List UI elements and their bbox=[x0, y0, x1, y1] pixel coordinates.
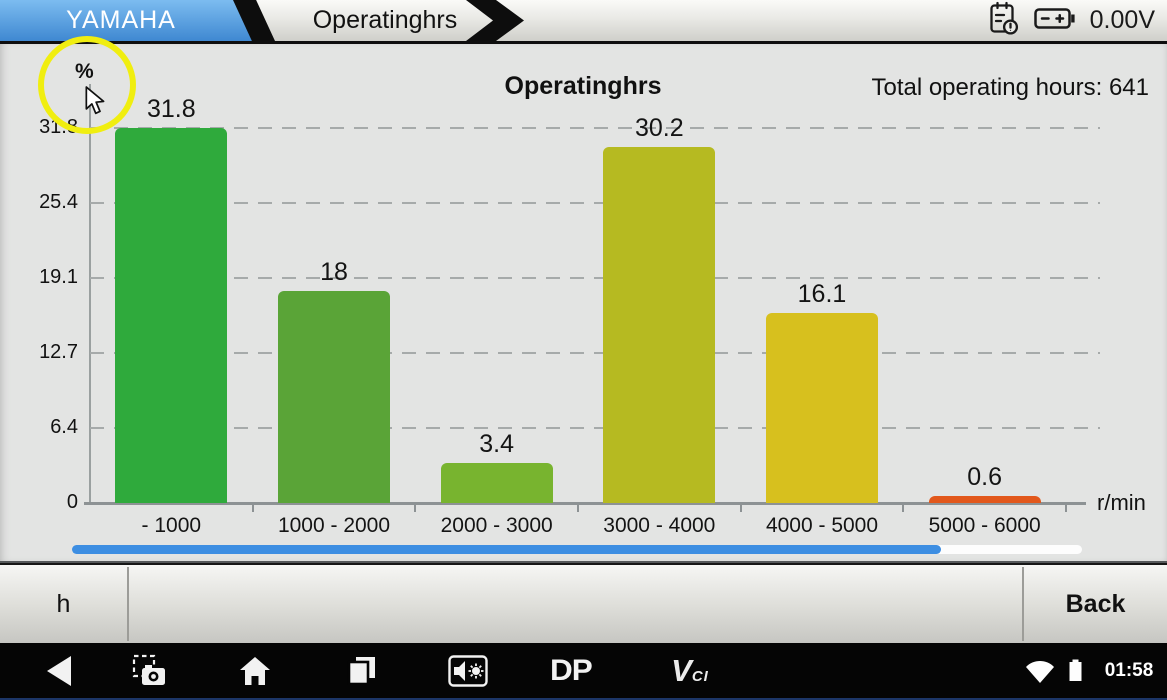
android-nav-bar: DP VCI 01:58 bbox=[0, 643, 1167, 698]
report-clock-icon[interactable] bbox=[989, 1, 1020, 41]
top-bar: YAMAHA Operatinghrs bbox=[0, 0, 1167, 44]
x-axis-line bbox=[84, 502, 1086, 505]
bar-6 bbox=[928, 495, 1041, 503]
total-operating-hours: Total operating hours: 641 bbox=[871, 74, 1149, 101]
nav-recents-icon[interactable] bbox=[340, 643, 384, 698]
vci-logo[interactable]: VCI bbox=[671, 652, 709, 688]
category-label: - 1000 bbox=[141, 514, 202, 537]
y-tick-label: 25.4 bbox=[39, 191, 78, 214]
rpm-unit-label: r/min bbox=[1097, 490, 1146, 515]
volume-brightness-icon[interactable] bbox=[444, 643, 492, 698]
category-label: 4000 - 5000 bbox=[765, 514, 879, 537]
bar-value-label: 0.6 bbox=[967, 462, 1003, 491]
back-button[interactable]: Back bbox=[1065, 589, 1126, 618]
highlight-circle bbox=[38, 36, 136, 134]
y-tick-label: 6.4 bbox=[50, 415, 78, 438]
gridline bbox=[90, 127, 1100, 129]
x-tick-mark bbox=[902, 505, 905, 512]
screen-bottom-accent bbox=[0, 698, 1167, 700]
unit-hours-button[interactable]: h bbox=[56, 589, 71, 618]
tab-operatinghrs[interactable]: Operatinghrs bbox=[312, 6, 458, 34]
gridline bbox=[90, 352, 1100, 355]
x-tick-mark bbox=[251, 505, 254, 512]
bar-1 bbox=[115, 128, 228, 503]
wifi-icon bbox=[1022, 643, 1058, 698]
gridline bbox=[90, 276, 1100, 279]
horizontal-scrollbar[interactable] bbox=[72, 545, 1082, 554]
y-tick-label: 19.1 bbox=[39, 265, 78, 288]
bottom-toolbar: h Back bbox=[0, 563, 1167, 643]
bar-value-label: 31.8 bbox=[146, 95, 196, 123]
bar-3 bbox=[440, 462, 553, 503]
bar-value-label: 18 bbox=[320, 257, 348, 286]
chart-title: Operatinghrs bbox=[504, 72, 662, 100]
battery-terminals-icon bbox=[1033, 6, 1076, 36]
topbar-status-area: 0.00V bbox=[989, 0, 1155, 41]
category-label: 1000 - 2000 bbox=[277, 514, 391, 537]
dp-logo[interactable]: DP bbox=[550, 653, 593, 687]
x-tick-mark bbox=[1065, 505, 1067, 512]
category-label: 3000 - 4000 bbox=[603, 514, 716, 537]
gridline bbox=[90, 202, 1100, 205]
bar-4 bbox=[603, 146, 716, 503]
x-tick-mark bbox=[414, 505, 417, 512]
category-label: 5000 - 6000 bbox=[928, 514, 1041, 537]
bar-2 bbox=[278, 290, 390, 503]
battery-status-icon bbox=[1062, 643, 1088, 698]
brand-tab-label: YAMAHA bbox=[66, 6, 176, 34]
gridline bbox=[90, 426, 1100, 429]
nav-home-icon[interactable] bbox=[233, 643, 277, 698]
y-tick-label: 12.7 bbox=[39, 341, 78, 364]
x-tick-mark bbox=[577, 505, 579, 512]
toolbar-divider bbox=[1022, 567, 1024, 641]
y-axis-line bbox=[89, 84, 91, 503]
bar-value-label: 16.1 bbox=[797, 280, 847, 309]
bar-value-label: 30.2 bbox=[634, 113, 684, 142]
chart-panel: Operatinghrs Total operating hours: 641 … bbox=[0, 44, 1167, 563]
category-label: 2000 - 3000 bbox=[440, 514, 553, 537]
scrollbar-thumb[interactable] bbox=[72, 545, 941, 554]
clock-time: 01:58 bbox=[1104, 659, 1154, 681]
x-tick-mark bbox=[739, 505, 742, 512]
y-tick-label: 0 bbox=[66, 491, 78, 513]
bar-5 bbox=[766, 313, 878, 503]
battery-voltage-readout: 0.00V bbox=[1089, 6, 1155, 34]
bar-value-label: 3.4 bbox=[479, 429, 515, 458]
tab-yamaha[interactable]: YAMAHA bbox=[0, 0, 268, 41]
mouse-cursor-icon bbox=[84, 86, 110, 123]
toolbar-divider bbox=[127, 567, 129, 641]
nav-back-icon[interactable] bbox=[38, 643, 78, 698]
screenshot-camera-icon[interactable] bbox=[128, 643, 172, 698]
